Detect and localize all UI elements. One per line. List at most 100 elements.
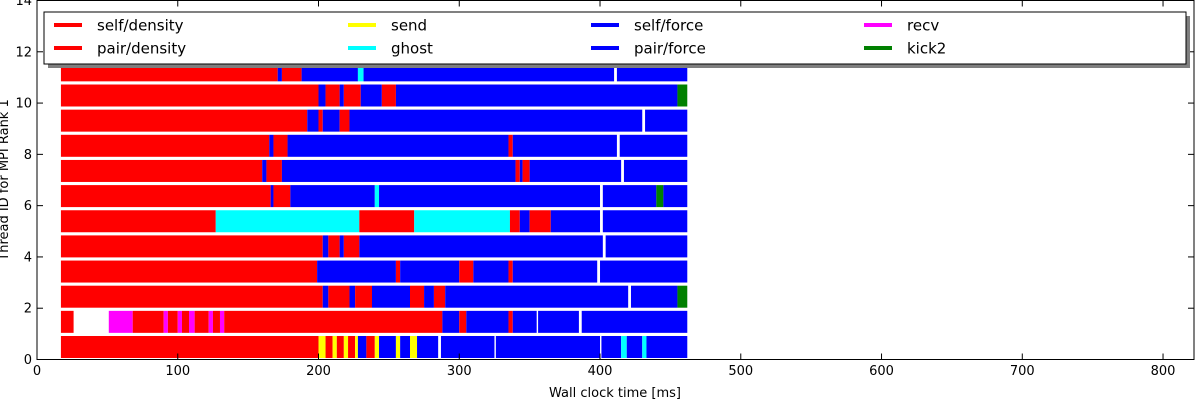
legend: self/density pair/density send ghost self/fo… xyxy=(43,11,1190,68)
task-bar-density xyxy=(60,310,74,333)
task-bar-force xyxy=(379,336,396,358)
legend-label: recv xyxy=(907,17,939,35)
task-bar-density xyxy=(355,285,372,308)
task-bar-force xyxy=(262,159,267,182)
task-bar-density xyxy=(318,109,323,132)
task-bar-send xyxy=(332,336,337,358)
task-bar-force xyxy=(269,134,274,157)
task-bars xyxy=(60,59,688,358)
task-bar-density xyxy=(60,336,319,358)
task-bar-ghost xyxy=(621,336,627,358)
task-bar-force xyxy=(473,260,509,283)
task-bar-force xyxy=(360,84,382,107)
y-tick-label: 14 xyxy=(15,0,32,9)
y-tick-label: 8 xyxy=(24,148,32,163)
task-bar-force xyxy=(318,84,326,107)
task-bar-force xyxy=(512,310,537,333)
task-bar-force xyxy=(349,285,356,308)
task-bar-force xyxy=(550,210,601,233)
task-bar-send xyxy=(355,336,358,358)
task-bar-force xyxy=(466,310,509,333)
task-bar-density xyxy=(395,260,401,283)
task-bar-density xyxy=(60,210,216,233)
task-bar-force xyxy=(495,336,601,358)
task-bar-force xyxy=(442,310,460,333)
x-tick-label: 200 xyxy=(306,364,331,379)
task-bar-kick2 xyxy=(677,84,688,107)
x-tick-label: 400 xyxy=(588,364,613,379)
task-bar-density xyxy=(60,235,323,258)
task-bar-recv xyxy=(219,310,225,333)
task-bar-force xyxy=(270,185,274,208)
task-bar-force xyxy=(339,235,344,258)
task-bar-force xyxy=(317,260,396,283)
task-bar-force xyxy=(349,109,643,132)
legend-label: send xyxy=(391,17,427,35)
task-bar-force xyxy=(281,159,516,182)
y-tick-label: 6 xyxy=(24,199,32,214)
task-bar-kick2 xyxy=(656,185,664,208)
task-bar-force xyxy=(601,336,622,358)
task-bar-force xyxy=(277,59,282,82)
task-bar-density xyxy=(336,336,344,358)
task-bar-density xyxy=(381,84,396,107)
y-axis-label: Thread ID for MPI Rank 1 xyxy=(0,99,12,261)
task-bar-force xyxy=(440,336,495,358)
task-bar-density xyxy=(343,84,361,107)
task-bar-density xyxy=(359,210,415,233)
task-bar-ghost xyxy=(374,185,380,208)
task-bar-density xyxy=(343,235,360,258)
task-bar-force xyxy=(357,336,367,358)
task-bar-force xyxy=(605,235,688,258)
legend-label: self/density xyxy=(97,17,184,35)
legend-label: pair/density xyxy=(97,40,186,58)
x-tick-label: 600 xyxy=(869,364,894,379)
task-bar-send xyxy=(374,336,380,358)
task-bar-density xyxy=(60,134,270,157)
task-bar-force xyxy=(512,134,617,157)
legend-frame xyxy=(43,11,1187,65)
task-bar-density xyxy=(348,336,356,358)
task-bar-force xyxy=(417,336,439,358)
task-bar-density xyxy=(266,159,282,182)
task-bar-density xyxy=(508,260,513,283)
task-bar-force xyxy=(424,285,434,308)
task-bar-force xyxy=(602,185,657,208)
task-bar-ghost xyxy=(414,210,510,233)
task-bar-density xyxy=(212,310,220,333)
task-bar-density xyxy=(508,310,513,333)
task-bar-density xyxy=(132,310,164,333)
task-bar-force xyxy=(645,109,688,132)
task-bar-force xyxy=(379,185,601,208)
task-bar-force xyxy=(519,210,530,233)
task-bar-force xyxy=(538,310,579,333)
task-bar-recv xyxy=(208,310,213,333)
task-bar-force xyxy=(287,134,509,157)
task-bar-force xyxy=(371,285,410,308)
task-bar-density xyxy=(328,235,340,258)
task-bar-force xyxy=(400,336,410,358)
legend-label: self/force xyxy=(634,17,703,35)
task-bar-force xyxy=(359,235,603,258)
task-bar-density xyxy=(409,285,425,308)
y-tick-label: 10 xyxy=(15,97,32,112)
task-bar-force xyxy=(602,210,688,233)
task-bar-ghost xyxy=(357,59,364,82)
task-bar-recv xyxy=(108,310,133,333)
task-bar-send xyxy=(409,336,418,358)
task-bar-force xyxy=(339,84,344,107)
task-bar-density xyxy=(167,310,178,333)
y-tick-label: 0 xyxy=(24,353,32,368)
y-tick-label: 2 xyxy=(24,302,32,317)
task-bar-density xyxy=(529,210,551,233)
x-tick-label: 800 xyxy=(1151,364,1176,379)
task-bar-density xyxy=(508,134,513,157)
task-bar-force xyxy=(395,84,678,107)
task-bar-force xyxy=(663,185,688,208)
task-bar-density xyxy=(509,210,520,233)
x-tick-label: 0 xyxy=(33,364,41,379)
task-bar-density xyxy=(60,260,318,283)
task-bar-density xyxy=(459,310,467,333)
task-bar-force xyxy=(529,159,622,182)
